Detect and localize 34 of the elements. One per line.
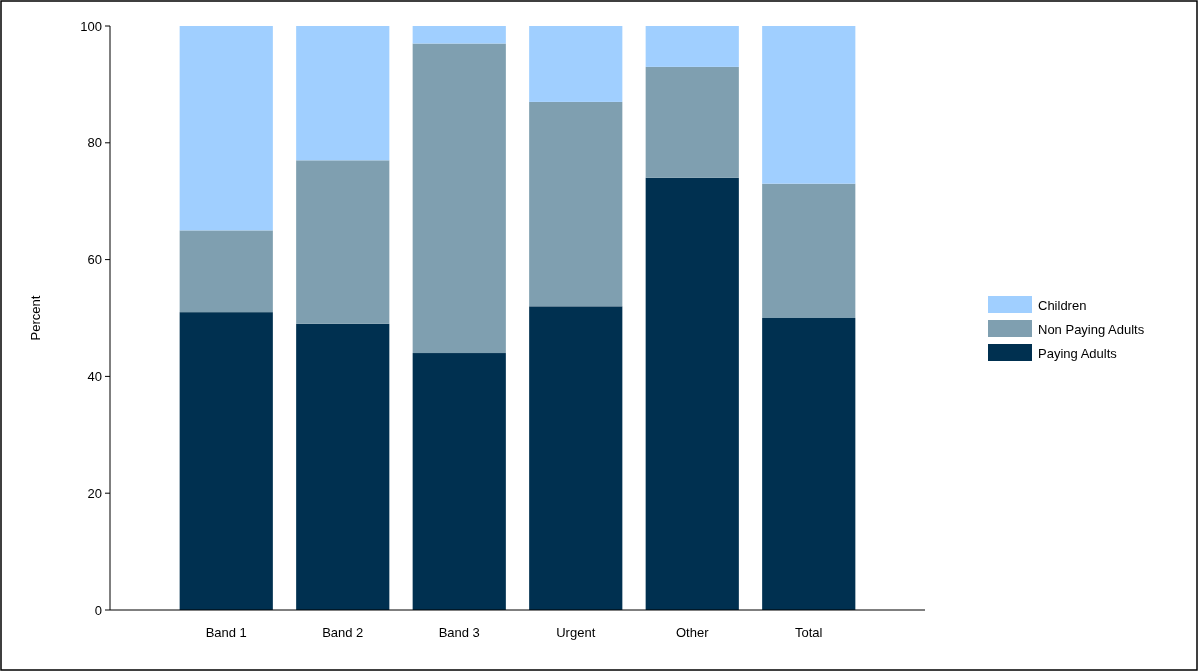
x-tick-label: Band 3 bbox=[438, 625, 480, 640]
bar bbox=[179, 312, 273, 610]
legend-label: Non Paying Adults bbox=[1038, 321, 1145, 337]
bar bbox=[179, 230, 273, 313]
bar bbox=[296, 323, 390, 610]
bar bbox=[529, 306, 623, 610]
x-tick-label: Urgent bbox=[556, 625, 596, 640]
x-tick-label: Band 1 bbox=[205, 625, 247, 640]
x-tick-label: Other bbox=[675, 625, 710, 640]
bar bbox=[179, 26, 273, 231]
legend-label: Children bbox=[1038, 297, 1087, 313]
y-tick-label: 60 bbox=[87, 252, 102, 268]
bar bbox=[412, 26, 506, 44]
bar bbox=[296, 26, 390, 161]
bar bbox=[762, 183, 856, 318]
bar bbox=[762, 318, 856, 610]
bar bbox=[296, 160, 390, 324]
bar bbox=[412, 353, 506, 610]
bar bbox=[412, 43, 506, 354]
bar bbox=[762, 26, 856, 184]
y-tick-label: 0 bbox=[94, 602, 102, 618]
x-tick-label: Total bbox=[795, 625, 823, 640]
bar bbox=[529, 101, 623, 307]
bar bbox=[645, 177, 739, 610]
y-tick-label: 40 bbox=[87, 368, 102, 384]
y-tick-label: 20 bbox=[87, 485, 102, 501]
legend-label: Paying Adults bbox=[1038, 345, 1118, 361]
bar bbox=[645, 66, 739, 178]
y-axis-title: Percent bbox=[28, 295, 43, 341]
x-tick-label: Band 2 bbox=[322, 625, 364, 640]
bar bbox=[529, 26, 623, 102]
y-tick-label: 80 bbox=[87, 135, 102, 151]
bar bbox=[645, 26, 739, 67]
y-tick-label: 100 bbox=[80, 18, 102, 34]
